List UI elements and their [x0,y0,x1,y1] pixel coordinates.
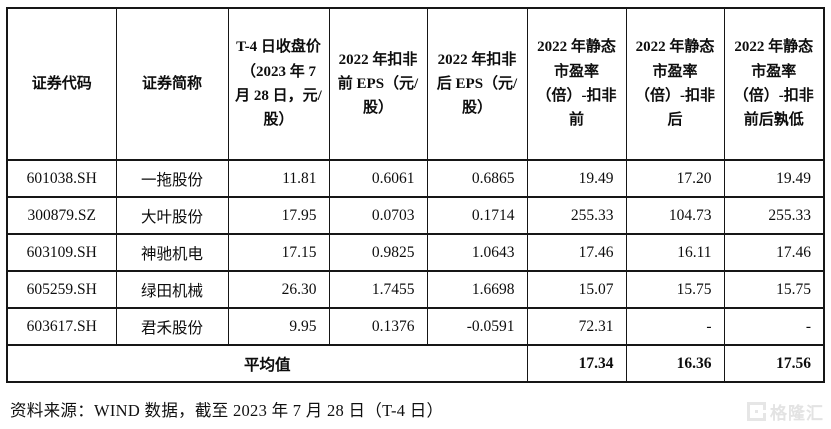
pe-after-cell: 17.20 [625,159,725,198]
table-row: 601038.SH 一拖股份 11.81 0.6061 0.6865 19.49… [6,159,825,198]
pe-lower-cell: 255.33 [723,196,825,235]
header-eps-before: 2022 年扣非前 EPS（元/股） [328,7,428,161]
table-row: 603109.SH 神驰机电 17.15 0.9825 1.0643 17.46… [6,233,825,272]
security-name-cell: 大叶股份 [115,196,229,235]
eps-before-cell: 1.7455 [328,270,428,309]
security-name-cell: 一拖股份 [115,159,229,198]
close-price-cell: 17.95 [227,196,330,235]
pe-lower-cell: 17.46 [723,233,825,272]
header-pe-lower: 2022 年静态市盈率（倍）-扣非前后孰低 [723,7,825,161]
pe-comparison-table: 证券代码 证券简称 T-4 日收盘价（2023 年 7 月 28 日，元/股） … [6,7,825,383]
eps-before-cell: 0.1376 [328,307,428,346]
pe-lower-cell: 15.75 [723,270,825,309]
security-name-cell: 绿田机械 [115,270,229,309]
header-security-code: 证券代码 [6,7,117,161]
close-price-cell: 9.95 [227,307,330,346]
source-note: 资料来源：WIND 数据，截至 2023 年 7 月 28 日（T-4 日） [10,401,444,420]
close-price-cell: 11.81 [227,159,330,198]
security-code-cell: 601038.SH [6,159,117,198]
pe-after-cell: 16.11 [625,233,725,272]
header-close-price: T-4 日收盘价（2023 年 7 月 28 日，元/股） [227,7,330,161]
pe-after-cell: 15.75 [625,270,725,309]
pe-before-cell: 17.46 [526,233,627,272]
average-row: 平均值 17.34 16.36 17.56 [6,344,825,383]
pe-before-cell: 15.07 [526,270,627,309]
table-row: 300879.SZ 大叶股份 17.95 0.0703 0.1714 255.3… [6,196,825,235]
pe-before-cell: 255.33 [526,196,627,235]
header-pe-before: 2022 年静态市盈率（倍）-扣非前 [526,7,627,161]
average-pe-lower-cell: 17.56 [723,344,825,383]
security-name-cell: 神驰机电 [115,233,229,272]
security-code-cell: 300879.SZ [6,196,117,235]
header-eps-after: 2022 年扣非后 EPS（元/股） [426,7,528,161]
header-pe-after: 2022 年静态市盈率（倍）-扣非后 [625,7,725,161]
gelonghui-logo-icon [747,402,766,421]
pe-after-cell: - [625,307,725,346]
security-code-cell: 605259.SH [6,270,117,309]
average-pe-before-cell: 17.34 [526,344,627,383]
eps-before-cell: 0.6061 [328,159,428,198]
pe-before-cell: 72.31 [526,307,627,346]
average-pe-after-cell: 16.36 [625,344,725,383]
gelonghui-watermark: 格隆汇 [747,399,824,424]
table-row: 603617.SH 君禾股份 9.95 0.1376 -0.0591 72.31… [6,307,825,346]
pe-lower-cell: - [723,307,825,346]
security-code-cell: 603109.SH [6,233,117,272]
security-name-cell: 君禾股份 [115,307,229,346]
table-header-row: 证券代码 证券简称 T-4 日收盘价（2023 年 7 月 28 日，元/股） … [6,7,825,161]
eps-before-cell: 0.9825 [328,233,428,272]
table-row: 605259.SH 绿田机械 26.30 1.7455 1.6698 15.07… [6,270,825,309]
eps-after-cell: 1.0643 [426,233,528,272]
header-security-name: 证券简称 [115,7,229,161]
close-price-cell: 17.15 [227,233,330,272]
pe-lower-cell: 19.49 [723,159,825,198]
security-code-cell: 603617.SH [6,307,117,346]
eps-after-cell: 0.1714 [426,196,528,235]
pe-before-cell: 19.49 [526,159,627,198]
close-price-cell: 26.30 [227,270,330,309]
eps-after-cell: 1.6698 [426,270,528,309]
eps-before-cell: 0.0703 [328,196,428,235]
eps-after-cell: -0.0591 [426,307,528,346]
pe-after-cell: 104.73 [625,196,725,235]
average-label-cell: 平均值 [6,344,528,383]
gelonghui-watermark-text: 格隆汇 [770,404,824,423]
eps-after-cell: 0.6865 [426,159,528,198]
